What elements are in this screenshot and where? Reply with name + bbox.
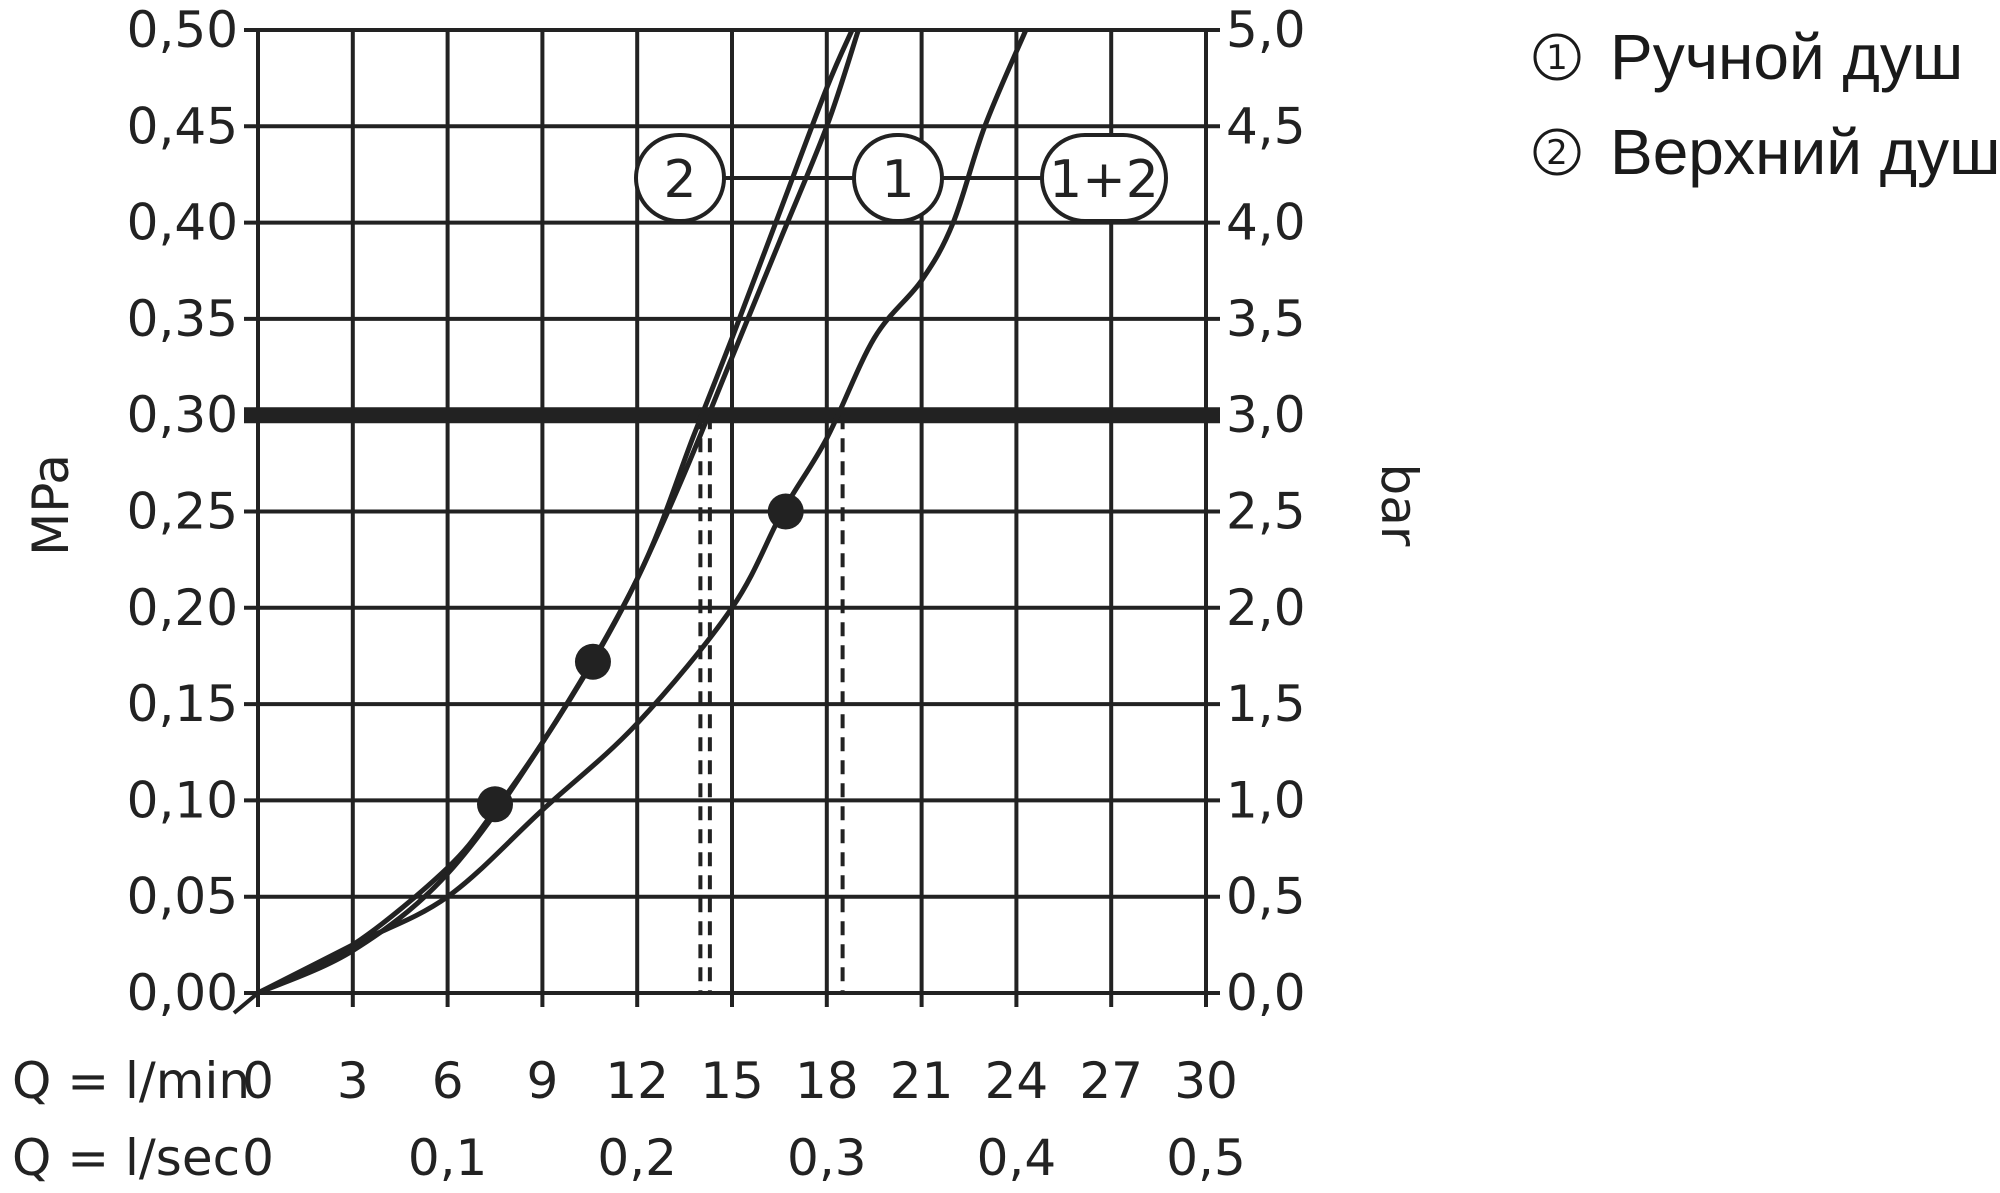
y-left-tick-label: 0,40 bbox=[127, 194, 238, 252]
y-left-tick-label: 0,15 bbox=[127, 675, 238, 733]
curve-label-box bbox=[1040, 133, 1168, 223]
y-right-tick-label: 1,5 bbox=[1226, 675, 1306, 733]
curve-label: 2 bbox=[663, 150, 696, 210]
series-marker bbox=[767, 493, 804, 530]
x-lmin-tick-label: 27 bbox=[1079, 1052, 1143, 1110]
x-lmin-tick-label: 0 bbox=[242, 1052, 274, 1110]
y-right-tick-label: 2,5 bbox=[1226, 483, 1306, 541]
curves bbox=[256, 28, 1029, 996]
series-marker bbox=[477, 786, 513, 823]
y-right-tick-label: 3,5 bbox=[1226, 290, 1306, 348]
y-left-tick-label: 0,50 bbox=[127, 1, 238, 59]
y-right-tick-label: 3,0 bbox=[1226, 386, 1306, 444]
curve-label-box bbox=[852, 133, 944, 223]
legend-entry: 1 Ручной душ bbox=[1533, 21, 1963, 93]
y-left-tick-label: 0,35 bbox=[127, 290, 238, 348]
y-left-tick-label: 0,25 bbox=[127, 483, 238, 541]
curve-label: 1 bbox=[881, 150, 914, 210]
x-lmin-axis-label: Q = l/min bbox=[12, 1052, 250, 1110]
x-lmin-tick-label: 21 bbox=[890, 1052, 954, 1110]
legend-number-circle-icon bbox=[1533, 128, 1581, 176]
x-lmin-tick-label: 24 bbox=[985, 1052, 1049, 1110]
x-lmin-tick-label: 12 bbox=[605, 1052, 669, 1110]
x-lsec-tick-label: 0,5 bbox=[1166, 1129, 1246, 1187]
y-left-tick-label: 0,10 bbox=[127, 771, 238, 829]
y-right-tick-label: 1,0 bbox=[1226, 771, 1306, 829]
series-marker bbox=[574, 643, 611, 680]
y-right-tick-label: 0,5 bbox=[1226, 868, 1306, 926]
x-lmin-tick-label: 30 bbox=[1174, 1052, 1238, 1110]
y-right-tick-label: 4,5 bbox=[1226, 97, 1306, 155]
y-right-tick-label: 0,0 bbox=[1226, 964, 1306, 1022]
x-lmin-tick-label: 15 bbox=[700, 1052, 764, 1110]
series-line-2 bbox=[256, 28, 855, 996]
y-right-tick-label: 4,0 bbox=[1226, 194, 1306, 252]
x-lsec-tick-label: 0,3 bbox=[787, 1129, 867, 1187]
markers bbox=[477, 493, 804, 823]
curve-labels: 2 1 1+2 bbox=[634, 133, 1168, 223]
tick-labels: 0 3 6 9 12 15 18 21 24 27 300 0,1 0,2 0,3 0,4 0,50,00 0,… bbox=[127, 1, 1306, 1187]
legend-text: Верхний душ bbox=[1610, 116, 2000, 188]
legend-text: Ручной душ bbox=[1610, 21, 1963, 93]
y-left-tick-label: 0,20 bbox=[127, 579, 238, 637]
x-lsec-axis-label: Q = l/sec bbox=[12, 1129, 240, 1187]
x-lmin-tick-label: 18 bbox=[795, 1052, 859, 1110]
x-lsec-tick-label: 0,1 bbox=[408, 1129, 488, 1187]
legend-number: 2 bbox=[1546, 133, 1568, 173]
legend-number: 1 bbox=[1546, 38, 1568, 78]
y-left-axis-label: MPa bbox=[22, 454, 80, 556]
x-lmin-tick-label: 3 bbox=[337, 1052, 369, 1110]
x-lsec-tick-label: 0,2 bbox=[597, 1129, 677, 1187]
legend: 1 Ручной душ 2 Верхний душ bbox=[1533, 21, 2000, 188]
x-lmin-tick-label: 9 bbox=[526, 1052, 558, 1110]
series-line-1-plus-2 bbox=[256, 29, 1029, 996]
y-right-tick-label: 2,0 bbox=[1226, 579, 1306, 637]
y-right-tick-label: 5,0 bbox=[1226, 1, 1306, 59]
y-left-tick-label: 0,00 bbox=[127, 964, 238, 1022]
legend-number-circle-icon bbox=[1533, 33, 1581, 81]
origin-axis-stub bbox=[232, 991, 260, 1015]
curve-label: 1+2 bbox=[1049, 150, 1159, 210]
x-lsec-tick-label: 0,4 bbox=[977, 1129, 1057, 1187]
x-lsec-tick-label: 0 bbox=[242, 1129, 274, 1187]
y-right-axis-label: bar bbox=[1370, 464, 1428, 547]
y-left-tick-label: 0,05 bbox=[127, 868, 238, 926]
legend-entry: 2 Верхний душ bbox=[1533, 116, 2000, 188]
y-left-tick-label: 0,30 bbox=[127, 386, 238, 444]
y-left-tick-label: 0,45 bbox=[127, 97, 238, 155]
x-lmin-tick-label: 6 bbox=[432, 1052, 464, 1110]
curve-label-box bbox=[634, 133, 726, 223]
reference-layer bbox=[244, 407, 1220, 993]
